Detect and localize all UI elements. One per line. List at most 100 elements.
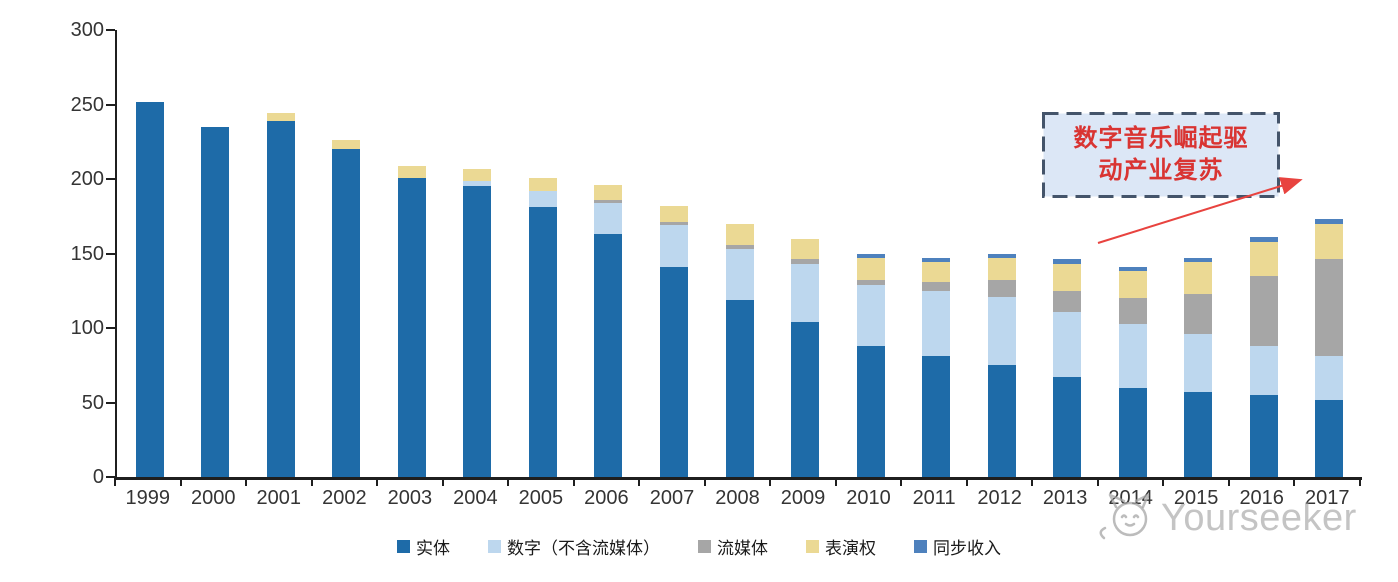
bar-segment xyxy=(1249,275,1278,346)
y-tick-label: 300 xyxy=(70,19,104,41)
bar-segment xyxy=(987,296,1016,366)
bar-segment xyxy=(659,266,688,477)
bar-2008 xyxy=(725,223,754,477)
bar-segment xyxy=(1053,259,1082,264)
y-tick xyxy=(106,327,115,329)
legend-item: 数字（不含流媒体） xyxy=(488,534,660,559)
bar-segment xyxy=(1053,377,1082,477)
y-tick-label: 250 xyxy=(70,93,104,116)
bar-segment xyxy=(791,263,820,323)
bar-segment xyxy=(528,190,557,208)
bar-segment xyxy=(856,345,885,477)
bar-2012 xyxy=(987,253,1016,477)
plot-area xyxy=(115,30,1362,480)
bar-segment xyxy=(791,322,820,477)
bar-segment xyxy=(1118,298,1147,324)
bar-segment xyxy=(1249,345,1278,396)
y-tick-label: 200 xyxy=(70,168,104,190)
bar-segment xyxy=(1053,263,1082,291)
legend-label: 实体 xyxy=(416,539,450,558)
legend-swatch xyxy=(698,540,711,553)
bar-2014 xyxy=(1118,266,1147,477)
bar-2013 xyxy=(1053,259,1082,477)
x-tick-label: 2015 xyxy=(1173,487,1219,509)
bar-segment xyxy=(332,140,361,150)
bar-segment xyxy=(987,258,1016,281)
bar-segment xyxy=(1315,259,1344,357)
bar-2011 xyxy=(922,258,951,477)
bar-segment xyxy=(397,165,426,178)
y-tick xyxy=(106,476,115,478)
x-tick xyxy=(376,478,379,486)
legend-item: 同步收入 xyxy=(914,534,1001,559)
bar-2007 xyxy=(659,205,688,477)
legend-swatch xyxy=(488,540,501,553)
bar-segment xyxy=(1184,392,1213,477)
legend-swatch xyxy=(914,540,927,553)
bar-segment xyxy=(266,113,295,121)
x-tick xyxy=(1162,478,1165,486)
bar-segment xyxy=(1053,311,1082,378)
x-tick-label: 2002 xyxy=(322,487,367,509)
x-tick-label: 1999 xyxy=(125,487,171,509)
bar-1999 xyxy=(135,101,164,477)
x-tick-label: 2012 xyxy=(977,487,1022,509)
y-tick xyxy=(106,103,115,106)
x-tick-label: 2008 xyxy=(715,487,760,509)
bar-segment xyxy=(201,126,230,477)
x-tick xyxy=(1227,478,1230,486)
bar-segment xyxy=(1315,223,1344,260)
legend-label: 同步收入 xyxy=(933,539,1001,558)
bar-2004 xyxy=(463,168,492,477)
x-tick xyxy=(769,478,772,486)
bar-segment xyxy=(463,180,492,187)
legend-label: 数字（不含流媒体） xyxy=(507,539,660,558)
bar-segment xyxy=(594,185,623,200)
legend-swatch xyxy=(397,540,410,553)
legend-item: 表演权 xyxy=(806,534,876,559)
bar-segment xyxy=(266,120,295,477)
bar-segment xyxy=(987,365,1016,477)
bar-segment xyxy=(332,149,361,477)
bar-segment xyxy=(659,222,688,226)
x-tick-label: 2004 xyxy=(453,487,498,509)
x-tick xyxy=(703,478,706,486)
y-tick-label: 150 xyxy=(70,242,104,265)
bar-segment xyxy=(1315,219,1344,224)
bar-2015 xyxy=(1184,258,1213,477)
x-tick xyxy=(507,478,510,486)
x-tick xyxy=(900,478,903,486)
legend-swatch xyxy=(806,540,819,553)
x-tick xyxy=(1359,478,1361,486)
x-tick xyxy=(441,478,444,486)
bar-segment xyxy=(725,223,754,245)
x-tick-label: 2013 xyxy=(1042,487,1088,509)
bar-segment xyxy=(856,280,885,285)
x-tick xyxy=(114,478,116,486)
bar-segment xyxy=(856,258,885,281)
bar-2010 xyxy=(856,253,885,477)
bar-segment xyxy=(725,249,754,300)
x-tick xyxy=(1096,478,1099,486)
bar-segment xyxy=(463,168,492,181)
bar-segment xyxy=(1315,399,1344,477)
bar-segment xyxy=(135,101,164,477)
legend-item: 流媒体 xyxy=(698,534,768,559)
bar-segment xyxy=(987,253,1016,258)
x-tick-label: 2005 xyxy=(518,487,564,509)
bar-segment xyxy=(856,253,885,258)
bar-2005 xyxy=(528,177,557,477)
bar-2002 xyxy=(332,140,361,477)
y-tick-label: 0 xyxy=(92,466,104,488)
bar-segment xyxy=(1249,241,1278,276)
bar-segment xyxy=(659,225,688,267)
bar-segment xyxy=(987,280,1016,297)
bar-segment xyxy=(594,199,623,203)
x-tick-label: 2016 xyxy=(1239,487,1284,509)
bar-segment xyxy=(791,259,820,264)
bar-segment xyxy=(922,356,951,477)
y-tick xyxy=(106,401,115,404)
x-tick-label: 2009 xyxy=(780,487,826,509)
x-tick-label: 2011 xyxy=(912,487,956,509)
